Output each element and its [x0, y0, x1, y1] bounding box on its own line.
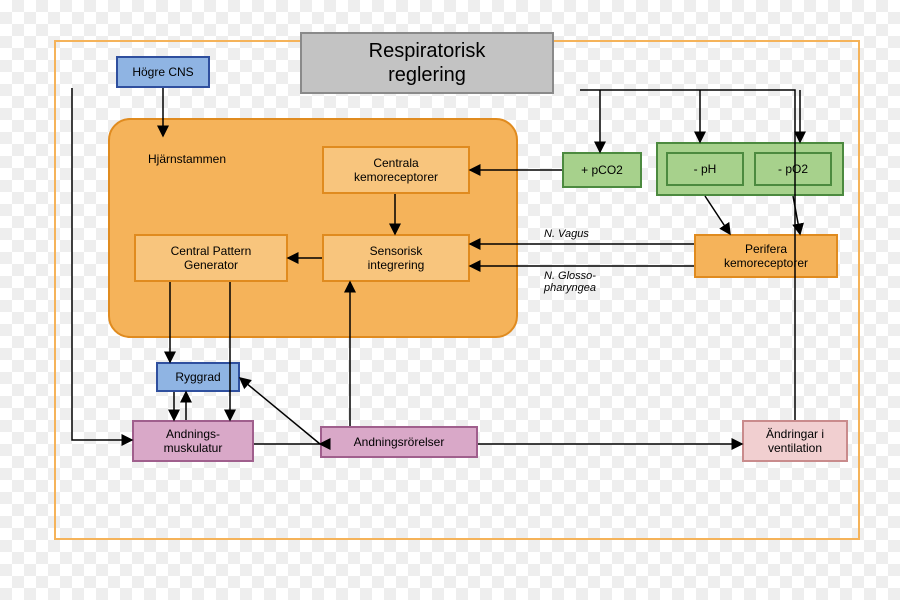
edge-label-vagus: N. Vagus [544, 228, 589, 240]
title-box: Respiratorisk reglering [300, 32, 554, 94]
text-glosso1: N. Glosso- [544, 270, 596, 282]
node-po2: - pO2 [754, 152, 832, 186]
text-glosso2: pharyngea [544, 282, 596, 294]
node-centrala-kemo: Centralakemoreceptorer [322, 146, 470, 194]
text-perif2: kemoreceptorer [724, 256, 808, 270]
text-pco2: + pCO2 [581, 163, 623, 177]
node-andningsrorelser: Andningsrörelser [320, 426, 478, 458]
diagram-canvas: Respiratorisk reglering Hjärnstammen Hög… [0, 0, 900, 600]
node-ph: - pH [666, 152, 744, 186]
text-hogre-cns: Högre CNS [132, 65, 193, 79]
node-hogre-cns: Högre CNS [116, 56, 210, 88]
node-ryggrad: Ryggrad [156, 362, 240, 392]
text-andr2: ventilation [766, 441, 824, 455]
label-hjarnstammen: Hjärnstammen [148, 152, 226, 166]
text-cpg2: Generator [171, 258, 252, 272]
node-cpg: Central PatternGenerator [134, 234, 288, 282]
text-po2: - pO2 [778, 162, 808, 176]
node-pco2: + pCO2 [562, 152, 642, 188]
node-sensorisk: Sensoriskintegrering [322, 234, 470, 282]
node-andringar: Ändringar iventilation [742, 420, 848, 462]
title-line2: reglering [369, 63, 486, 87]
text-centrala1: Centrala [354, 156, 438, 170]
text-andmusk1: Andnings- [164, 427, 223, 441]
text-sens2: integrering [368, 258, 425, 272]
text-perif1: Perifera [724, 242, 808, 256]
node-perifera: Periferakemoreceptorer [694, 234, 838, 278]
text-ph: - pH [694, 162, 717, 176]
text-cpg1: Central Pattern [171, 244, 252, 258]
text-ryggrad: Ryggrad [175, 370, 220, 384]
text-centrala2: kemoreceptorer [354, 170, 438, 184]
text-androrelser: Andningsrörelser [354, 435, 445, 449]
title-line1: Respiratorisk [369, 39, 486, 63]
node-andnings-muskulatur: Andnings-muskulatur [132, 420, 254, 462]
edge-label-glosso: N. Glosso- pharyngea [544, 270, 596, 294]
text-andr1: Ändringar i [766, 427, 824, 441]
text-sens1: Sensorisk [368, 244, 425, 258]
text-andmusk2: muskulatur [164, 441, 223, 455]
